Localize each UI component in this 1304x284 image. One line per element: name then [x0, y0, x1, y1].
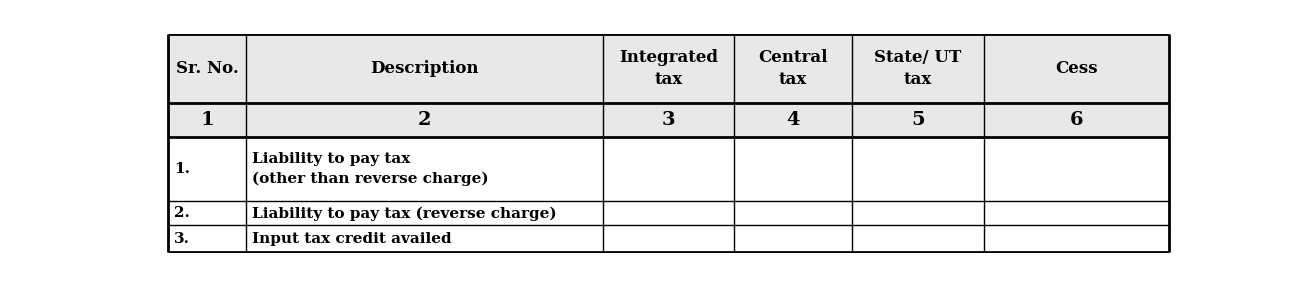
- Text: 6: 6: [1069, 111, 1082, 129]
- Bar: [983, 137, 1168, 201]
- Bar: [246, 201, 602, 225]
- Text: 5: 5: [911, 111, 925, 129]
- Text: State/ UT
tax: State/ UT tax: [874, 49, 961, 88]
- Text: Central
tax: Central tax: [759, 49, 828, 88]
- Bar: [246, 103, 602, 137]
- Text: Cess: Cess: [1055, 60, 1098, 77]
- Bar: [246, 137, 602, 201]
- Text: Description: Description: [370, 60, 479, 77]
- Text: 3: 3: [661, 111, 675, 129]
- Text: 2.: 2.: [175, 206, 190, 220]
- Bar: [602, 34, 734, 103]
- Text: 3.: 3.: [175, 231, 190, 246]
- Bar: [853, 137, 983, 201]
- Bar: [168, 201, 246, 225]
- Bar: [168, 225, 246, 252]
- Bar: [734, 225, 853, 252]
- Bar: [853, 34, 983, 103]
- Bar: [246, 225, 602, 252]
- Text: Integrated
tax: Integrated tax: [619, 49, 717, 88]
- Bar: [602, 137, 734, 201]
- Bar: [983, 225, 1168, 252]
- Bar: [734, 137, 853, 201]
- Bar: [853, 103, 983, 137]
- Text: Liability to pay tax (reverse charge): Liability to pay tax (reverse charge): [252, 206, 557, 221]
- Text: 4: 4: [786, 111, 799, 129]
- Text: Sr. No.: Sr. No.: [176, 60, 239, 77]
- Bar: [734, 34, 853, 103]
- Text: Liability to pay tax
(other than reverse charge): Liability to pay tax (other than reverse…: [252, 152, 489, 186]
- Bar: [983, 103, 1168, 137]
- Bar: [983, 201, 1168, 225]
- Bar: [734, 103, 853, 137]
- Text: 2: 2: [417, 111, 432, 129]
- Bar: [168, 34, 246, 103]
- Bar: [602, 201, 734, 225]
- Text: Input tax credit availed: Input tax credit availed: [252, 231, 451, 246]
- Bar: [853, 201, 983, 225]
- Bar: [602, 103, 734, 137]
- Bar: [246, 34, 602, 103]
- Bar: [168, 103, 246, 137]
- Bar: [168, 137, 246, 201]
- Bar: [602, 225, 734, 252]
- Text: 1: 1: [200, 111, 214, 129]
- Text: 1.: 1.: [175, 162, 190, 176]
- Bar: [853, 225, 983, 252]
- Bar: [983, 34, 1168, 103]
- Bar: [734, 201, 853, 225]
